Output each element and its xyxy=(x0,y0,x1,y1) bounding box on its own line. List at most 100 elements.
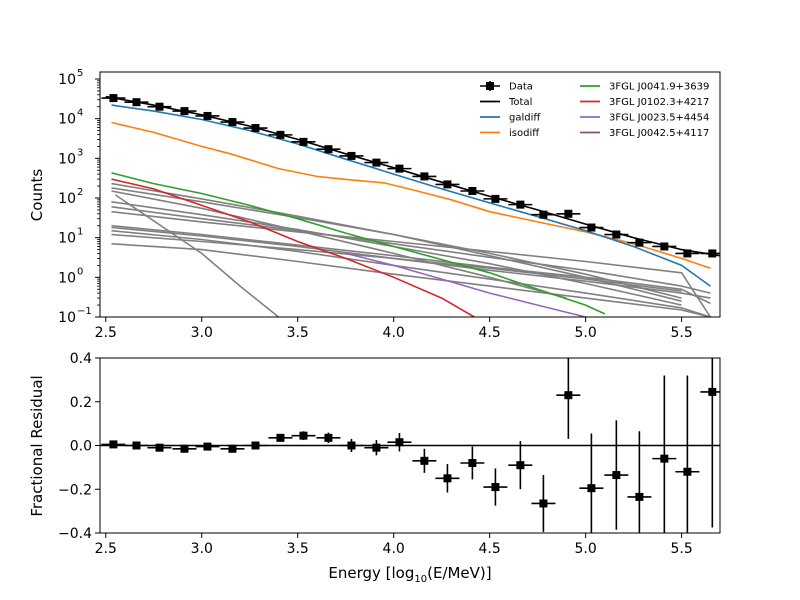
top-y-tick-exponent: 2 xyxy=(77,187,83,198)
legend: Data Total galdiff isodiff 3FGL J0041.9+3639… xyxy=(480,81,709,139)
data-point-18 xyxy=(508,200,533,209)
data-point-17 xyxy=(483,194,508,203)
bottom-y-ticks: −0.4 −0.2 0.0 0.2 0.4 xyxy=(58,351,100,542)
data-point-16 xyxy=(460,187,485,196)
top-x-tick-label: 3.0 xyxy=(191,325,213,341)
residual-point-4 xyxy=(172,444,197,453)
residual-point-15 xyxy=(435,464,460,493)
legend-entry: isodiff xyxy=(480,128,540,139)
residual-point-18 xyxy=(508,441,533,490)
residual-point-26 xyxy=(700,358,720,528)
legend-label: 3FGL J0042.5+4117 xyxy=(609,128,709,139)
legend-entry: 3FGL J0041.9+3639 xyxy=(580,82,709,93)
bottom-x-tick-label: 5.5 xyxy=(670,541,692,557)
series-other-source-2 xyxy=(111,229,711,317)
top-y-tick-label: 10 xyxy=(58,270,76,286)
top-y-tick-exponent: 3 xyxy=(77,147,83,158)
data-point-19 xyxy=(531,210,556,219)
data-point-23 xyxy=(627,238,652,247)
bottom-y-tick-label: 0.2 xyxy=(70,395,92,411)
bottom-x-tick-label: 3.0 xyxy=(191,541,213,557)
data-point-6 xyxy=(220,118,245,127)
data-point-25 xyxy=(675,249,700,258)
bottom-y-tick-label: −0.2 xyxy=(58,482,92,498)
residual-point-7 xyxy=(243,441,268,450)
residual-point-24 xyxy=(652,375,677,533)
residual-point-13 xyxy=(387,433,412,452)
legend-entry: 3FGL J0023.5+4454 xyxy=(580,113,709,124)
bottom-plot-area xyxy=(100,358,720,533)
residual-point-25 xyxy=(675,375,700,533)
top-axes-frame xyxy=(99,71,721,318)
series-other-source-11 xyxy=(111,233,682,292)
series-other-source-8 xyxy=(111,190,567,299)
data-point-22 xyxy=(604,230,629,239)
data-point-10 xyxy=(316,145,341,154)
top-x-tick-label: 4.0 xyxy=(383,325,405,341)
top-y-tick-exponent: −1 xyxy=(77,306,92,317)
data-point-2 xyxy=(124,98,149,107)
top-x-ticks: 2.5 3.0 3.5 4.0 4.5 5.0 5.5 xyxy=(95,317,693,341)
legend-entry: galdiff xyxy=(480,113,541,124)
residual-point-12 xyxy=(364,440,389,456)
bottom-x-tick-label: 5.0 xyxy=(575,541,597,557)
data-point-4 xyxy=(172,107,197,116)
residual-point-3 xyxy=(147,443,172,452)
bottom-y-axis-label: Fractional Residual xyxy=(28,375,46,516)
series-other-source-5 xyxy=(111,210,712,317)
x-axis-label-subscript: 10 xyxy=(414,574,427,585)
top-y-tick-exponent: 4 xyxy=(77,108,83,119)
series-3fgl-j0102-3-4217 xyxy=(111,178,475,317)
data-point-20 xyxy=(556,209,581,218)
bottom-y-tick-label: 0.0 xyxy=(70,439,92,455)
data-point-14 xyxy=(412,172,437,181)
legend-label: Data xyxy=(509,82,533,93)
residual-point-11 xyxy=(339,438,364,453)
residual-point-22 xyxy=(604,420,629,530)
top-y-tick-label: 10 xyxy=(58,310,76,326)
series-other-source-4 xyxy=(111,224,711,305)
residual-point-17 xyxy=(483,468,508,506)
top-y-axis-label: Counts xyxy=(28,169,46,222)
legend-entry: Total xyxy=(480,97,532,108)
data-point-5 xyxy=(195,111,220,120)
residual-point-5 xyxy=(195,442,220,451)
x-axis-label-main: Energy [log xyxy=(328,564,414,582)
series-3fgl-j0041-9-3639 xyxy=(111,172,606,315)
series-galdiff xyxy=(111,104,711,287)
data-point-12 xyxy=(364,158,389,167)
bottom-x-tick-label: 2.5 xyxy=(95,541,117,557)
data-point-13 xyxy=(387,164,412,173)
series-other-source-12 xyxy=(114,194,280,317)
top-y-tick-label: 10 xyxy=(58,231,76,247)
top-x-tick-label: 4.5 xyxy=(479,325,501,341)
series-other-source-3 xyxy=(111,226,711,299)
top-y-tick-exponent: 1 xyxy=(77,227,83,238)
legend-label: galdiff xyxy=(509,113,541,124)
top-y-tick-label: 10 xyxy=(58,112,76,128)
residual-point-6 xyxy=(220,444,245,453)
series-other-source-1 xyxy=(111,243,711,317)
residual-point-10 xyxy=(316,432,341,444)
top-x-tick-label: 3.5 xyxy=(287,325,309,341)
data-point-24 xyxy=(652,242,677,251)
residual-point-14 xyxy=(412,448,437,473)
top-x-tick-label: 2.5 xyxy=(95,325,117,341)
bottom-panel: 2.5 3.0 3.5 4.0 4.5 5.0 5.5 −0.4−0.20.00.20.4 … xyxy=(28,351,721,585)
x-axis-label-rest: (E/MeV)] xyxy=(427,564,492,582)
top-y-tick-label: 10 xyxy=(58,151,76,167)
bottom-x-tick-label: 4.0 xyxy=(383,541,405,557)
data-point-26 xyxy=(700,249,720,258)
bottom-x-ticks: 2.5 3.0 3.5 4.0 4.5 5.0 5.5 xyxy=(95,533,693,557)
bottom-x-tick-label: 4.5 xyxy=(479,541,501,557)
top-y-tick-exponent: 5 xyxy=(77,68,83,79)
residual-point-19 xyxy=(531,475,556,532)
residual-point-1 xyxy=(101,440,126,449)
x-axis-label: Energy [log10(E/MeV)] xyxy=(328,564,491,585)
data-point-1 xyxy=(101,94,126,103)
series-3fgl-j0023-5-4454 xyxy=(345,252,586,317)
series-other-source-10 xyxy=(111,182,682,302)
legend-label: 3FGL J0023.5+4454 xyxy=(609,113,709,124)
legend-label: Total xyxy=(508,97,532,108)
